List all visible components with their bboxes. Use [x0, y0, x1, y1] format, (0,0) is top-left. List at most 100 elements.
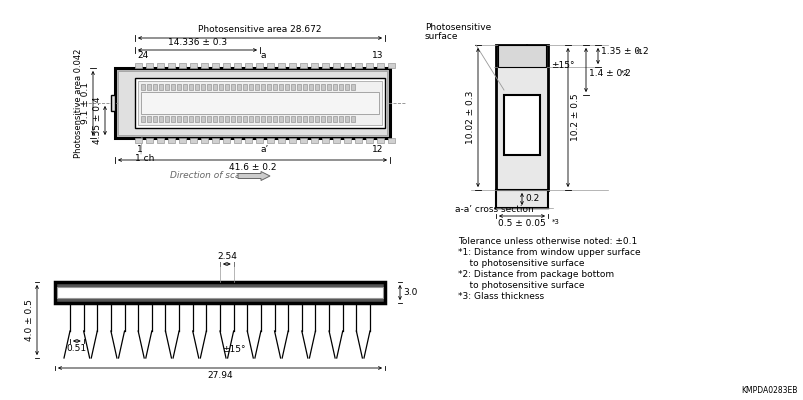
Bar [159, 116, 163, 122]
Text: ±15°: ±15° [222, 345, 245, 354]
Bar [225, 116, 229, 122]
Bar [278, 63, 284, 68]
Bar [300, 63, 307, 68]
Bar [249, 84, 253, 90]
Bar [245, 138, 251, 143]
Bar [320, 84, 324, 90]
Bar [141, 84, 145, 90]
Bar [206, 116, 210, 122]
Bar [135, 78, 385, 128]
Bar [255, 138, 263, 143]
Bar [230, 84, 234, 90]
Bar [201, 138, 208, 143]
Bar [279, 84, 283, 90]
Bar [308, 116, 312, 122]
Bar [135, 63, 142, 68]
Bar [291, 84, 295, 90]
Bar [351, 116, 355, 122]
Text: a’: a’ [261, 145, 269, 154]
Bar [296, 116, 300, 122]
Bar [213, 116, 217, 122]
Bar [171, 116, 175, 122]
Text: 1 ch: 1 ch [135, 154, 154, 163]
Bar [327, 116, 331, 122]
Text: 3.0: 3.0 [402, 288, 417, 297]
Text: 4.0 ± 0.5: 4.0 ± 0.5 [25, 299, 34, 341]
Bar [189, 84, 193, 90]
Text: to photosensitive surface: to photosensitive surface [458, 259, 584, 268]
Bar [321, 138, 328, 143]
Text: Direction of scan: Direction of scan [169, 172, 246, 180]
Text: 10.02 ± 0.3: 10.02 ± 0.3 [466, 91, 475, 144]
Bar [177, 84, 181, 90]
Bar [213, 84, 217, 90]
Text: Tolerance unless otherwise noted: ±0.1: Tolerance unless otherwise noted: ±0.1 [458, 237, 637, 246]
Bar [291, 116, 295, 122]
Text: 41.6 ± 0.2: 41.6 ± 0.2 [229, 163, 276, 172]
Bar [234, 138, 241, 143]
Bar [267, 138, 274, 143]
Text: 0.5 ± 0.05: 0.5 ± 0.05 [498, 219, 545, 228]
Text: Photosensitive area 28.672: Photosensitive area 28.672 [198, 25, 321, 34]
Bar [365, 138, 373, 143]
Bar [245, 63, 251, 68]
Text: 2.54: 2.54 [217, 252, 236, 261]
Text: 10.2 ± 0.5: 10.2 ± 0.5 [570, 94, 579, 141]
Bar [255, 116, 259, 122]
Bar [311, 138, 318, 143]
Bar [171, 84, 175, 90]
Bar [355, 63, 361, 68]
Bar [351, 84, 355, 90]
Bar [243, 84, 247, 90]
FancyArrow shape [238, 172, 270, 180]
Text: 0.51: 0.51 [67, 344, 87, 353]
Bar [388, 138, 394, 143]
Bar [377, 138, 384, 143]
Text: 14.336 ± 0.3: 14.336 ± 0.3 [168, 38, 226, 47]
Bar [311, 63, 318, 68]
Bar [55, 282, 385, 303]
Bar [365, 63, 373, 68]
Bar [168, 138, 175, 143]
Bar [332, 63, 340, 68]
Text: 9.1 ± 0.1: 9.1 ± 0.1 [81, 82, 90, 124]
Bar [255, 84, 259, 90]
Bar [190, 138, 197, 143]
Bar [165, 116, 169, 122]
Bar [308, 84, 312, 90]
Bar [303, 84, 307, 90]
Bar [230, 116, 234, 122]
Bar [225, 84, 229, 90]
Bar [261, 116, 265, 122]
Bar [138, 81, 381, 125]
Bar [183, 116, 187, 122]
Text: *3: Glass thickness: *3: Glass thickness [458, 292, 544, 301]
Bar [503, 95, 540, 155]
Bar [278, 138, 284, 143]
Bar [344, 84, 349, 90]
Bar [201, 84, 205, 90]
Bar [377, 63, 384, 68]
Bar [300, 138, 307, 143]
Bar [218, 116, 222, 122]
Bar [288, 63, 296, 68]
Text: 0.2: 0.2 [524, 194, 539, 204]
Bar [296, 84, 300, 90]
Bar [495, 45, 548, 190]
Text: a: a [261, 51, 266, 60]
Bar [355, 138, 361, 143]
Bar [315, 116, 319, 122]
Bar [222, 138, 230, 143]
Bar [212, 138, 218, 143]
Bar [320, 116, 324, 122]
Text: *1: Distance from window upper surface: *1: Distance from window upper surface [458, 248, 640, 257]
Text: surface: surface [425, 32, 458, 41]
Text: 24: 24 [137, 51, 148, 60]
Bar [495, 190, 548, 208]
Bar [201, 63, 208, 68]
Bar [332, 138, 340, 143]
Bar [321, 63, 328, 68]
Text: a-a’ cross section: a-a’ cross section [454, 205, 533, 214]
Text: 13: 13 [371, 51, 382, 60]
Text: *3: *3 [552, 219, 559, 225]
